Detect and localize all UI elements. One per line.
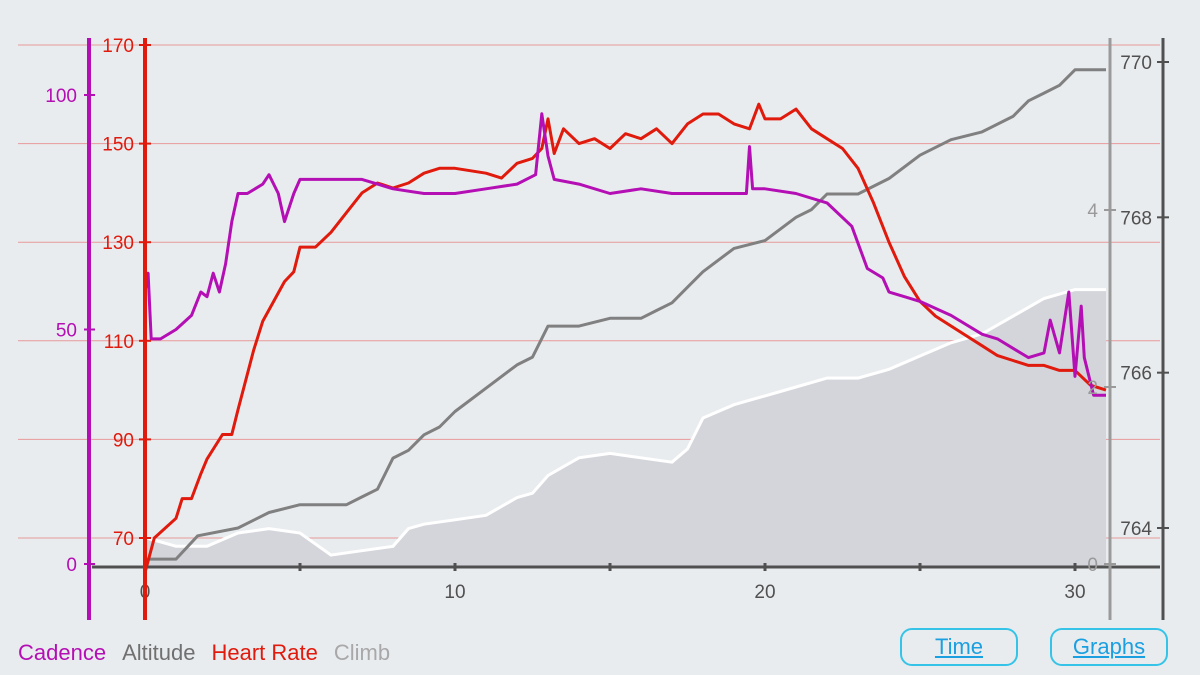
legend-climb: Climb — [333, 640, 391, 665]
graphs-button[interactable]: Graphs — [1050, 628, 1168, 666]
heart-rate-tick-label: 90 — [113, 430, 134, 451]
altitude-tick-label: 770 — [1120, 53, 1152, 74]
climb-tick-label: 2 — [1087, 378, 1098, 399]
cadence-tick-label: 100 — [45, 86, 77, 107]
time-button[interactable]: Time — [900, 628, 1018, 666]
legend-altitude: Altitude — [122, 640, 196, 665]
legend-heart-rate: Heart Rate — [211, 640, 318, 665]
altitude-tick-label: 768 — [1120, 208, 1152, 229]
heart-rate-tick-label: 170 — [102, 36, 134, 57]
heart-rate-tick-label: 70 — [113, 529, 134, 550]
heart-rate-line — [143, 102, 1107, 573]
altitude-tick-label: 766 — [1120, 364, 1152, 385]
cadence-tick-label: 0 — [66, 555, 77, 576]
climb-area — [145, 289, 1106, 567]
x-tick-label: 20 — [754, 582, 775, 603]
heart-rate-tick-label: 150 — [102, 135, 134, 156]
altitude-line — [145, 68, 1106, 561]
legend: Cadence Altitude Heart Rate Climb — [18, 640, 390, 666]
climb-tick-label: 0 — [1087, 555, 1098, 576]
cadence-tick-label: 50 — [56, 321, 77, 342]
x-tick-label: 30 — [1064, 582, 1085, 603]
legend-cadence: Cadence — [18, 640, 107, 665]
heart-rate-tick-label: 130 — [102, 233, 134, 254]
x-tick-label: 10 — [444, 582, 465, 603]
cadence-line — [143, 112, 1106, 397]
climb-line — [144, 288, 1106, 557]
altitude-tick-label: 764 — [1120, 519, 1152, 540]
heart-rate-tick-label: 110 — [104, 332, 134, 353]
climb-tick-label: 4 — [1087, 201, 1098, 222]
